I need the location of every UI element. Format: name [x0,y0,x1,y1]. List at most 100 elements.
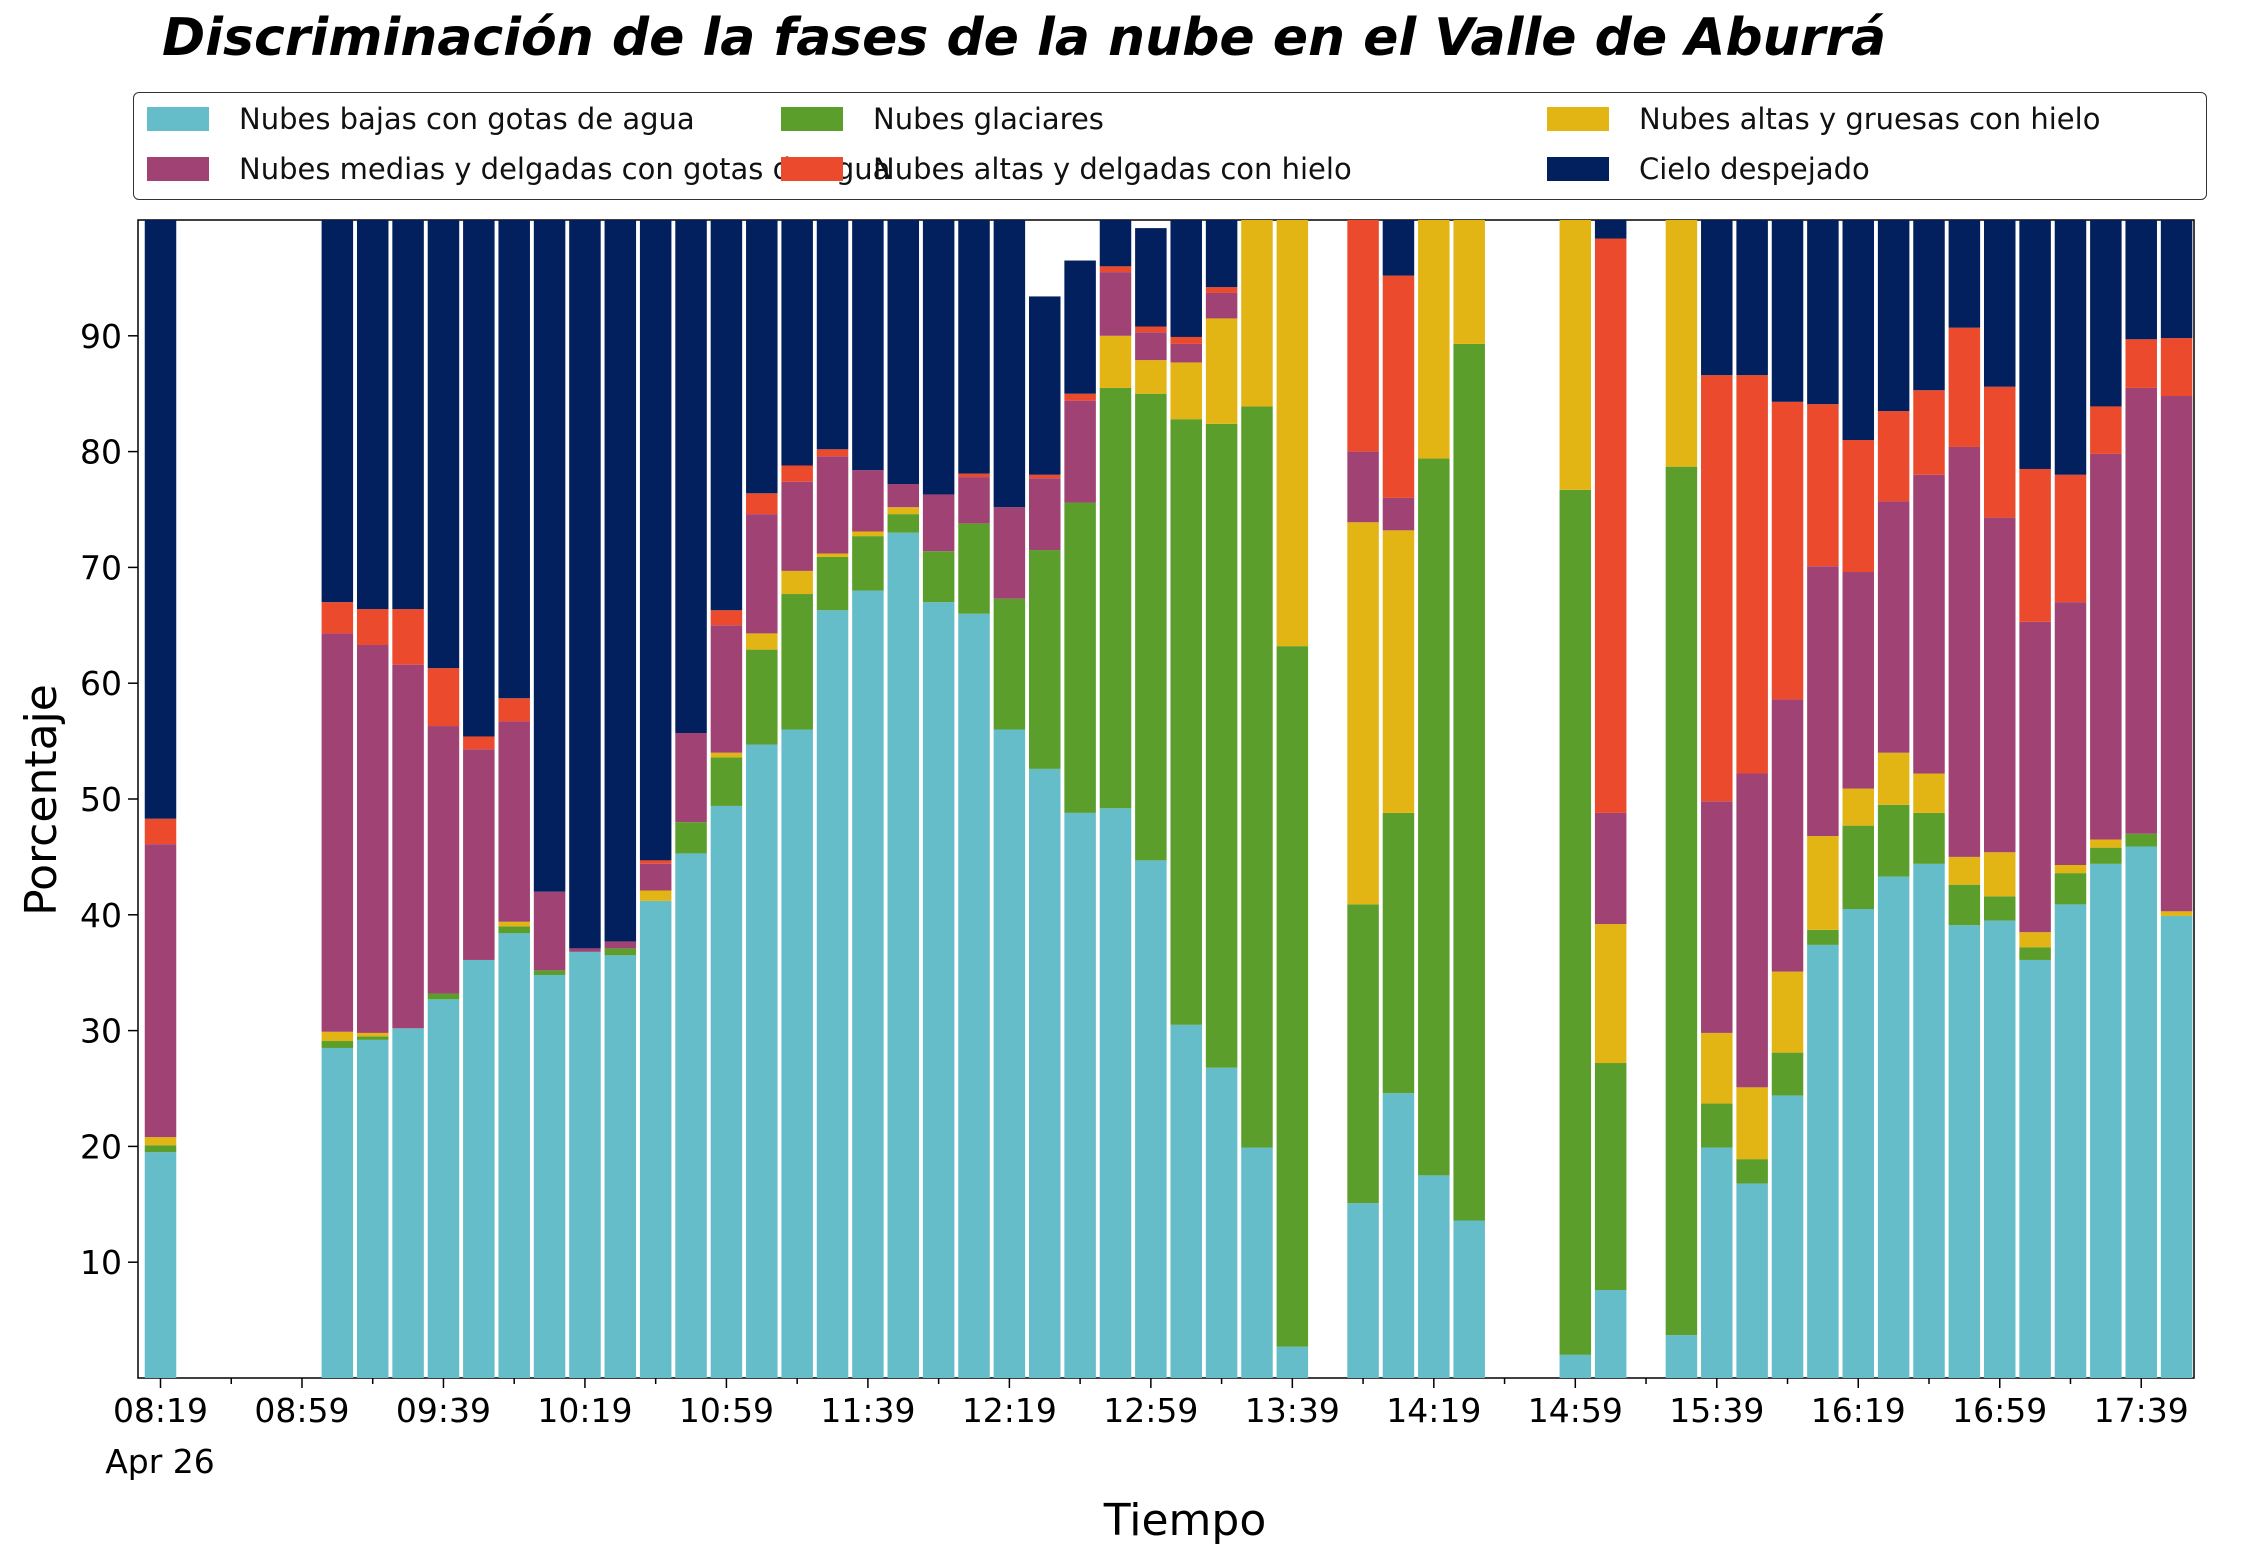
y-tick-label: 30 [80,1012,122,1051]
bar-segment-1159-series-5 [922,220,955,495]
bar-segment-1709-series-2 [2019,932,2051,948]
bar-segment-1409-series-5 [1382,220,1415,276]
bar-segment-1229-series-3 [1029,478,1061,551]
bar-segment-1409-series-0 [1382,1093,1415,1378]
bar-segment-1419-series-0 [1418,1175,1450,1378]
y-tick-label: 20 [80,1127,122,1166]
bar-segment-1559-series-3 [1771,699,1804,972]
bar-segment-1249-series-1 [1099,387,1132,809]
bar-segment-1129-series-1 [816,556,849,611]
bar-segment-1559-series-1 [1771,1052,1804,1096]
bar-segment-1659-series-0 [1983,920,2016,1378]
bar-segment-1749-series-4 [2160,338,2193,397]
bar-segment-1419-series-1 [1418,458,1450,1176]
bar-segment-0819-series-5 [144,220,177,819]
x-tick-label: 12:19 [962,1391,1057,1430]
bar-segment-1639-series-5 [1913,220,1945,391]
legend-swatch [781,107,843,131]
bar-segment-0949-series-3 [463,749,495,960]
x-tick-label: 10:19 [537,1391,632,1430]
bar-segment-0819-series-4 [144,818,177,845]
bar-segment-1649-series-4 [1948,327,1981,447]
bar-segment-1549-series-2 [1736,1087,1768,1160]
bar-segment-1059-series-4 [710,610,743,626]
x-tick-label: 12:59 [1103,1391,1198,1430]
bar-segment-1319-series-4 [1205,287,1238,293]
bar-segment-1119-series-1 [781,594,813,730]
bar-segment-1509-series-2 [1594,924,1627,1064]
bar-segment-1139-series-1 [852,536,884,591]
legend-swatch [1547,107,1609,131]
bar-segment-1139-series-2 [852,531,884,537]
bar-segment-1529-series-0 [1665,1335,1698,1378]
bar-segment-1639-series-0 [1913,863,1945,1378]
bar-segment-0939-series-5 [427,220,460,669]
y-tick-label: 50 [80,780,122,819]
bar-segment-0939-series-0 [427,999,460,1378]
bar-segment-1209-series-3 [958,477,990,524]
bar-segment-1359-series-0 [1347,1203,1379,1378]
bar-segment-0819-series-2 [144,1137,177,1146]
bar-segment-1619-series-5 [1842,220,1875,441]
bar-segment-1049-series-1 [675,822,707,854]
bar-segment-1339-series-1 [1276,646,1309,1347]
legend-label: Nubes altas y delgadas con hielo [873,152,1352,186]
x-tick-label: 11:39 [820,1391,915,1430]
bar-segment-1549-series-4 [1736,375,1768,774]
bar-segment-1539-series-2 [1701,1032,1733,1104]
bar-segment-1229-series-5 [1029,296,1061,475]
bar-segment-1019-series-5 [569,220,601,949]
bar-segment-1649-series-0 [1948,925,1981,1378]
bar-segment-0909-series-3 [321,633,354,1032]
bar-segment-1049-series-3 [675,732,707,823]
bar-segment-1239-series-5 [1064,260,1096,394]
bar-segment-1309-series-0 [1170,1024,1202,1378]
legend-label: Nubes bajas con gotas de agua [239,102,695,136]
x-tick-label: 16:19 [1811,1391,1906,1430]
bar-segment-1009-series-3 [533,891,566,971]
legend-item: Nubes altas y delgadas con hielo [781,149,1352,189]
bar-segment-1009-series-5 [533,220,566,892]
bar-segment-1159-series-0 [922,602,955,1378]
bar-segment-1539-series-1 [1701,1103,1733,1148]
bar-segment-1259-series-2 [1135,360,1167,394]
bar-segment-1429-series-2 [1453,220,1485,344]
bar-segment-0929-series-4 [392,609,424,665]
bar-segment-1149-series-0 [887,532,920,1378]
bar-segment-1549-series-1 [1736,1159,1768,1184]
legend-swatch [147,107,209,131]
bar-segment-0959-series-0 [498,933,530,1378]
x-tick-label: 16:59 [1952,1391,2047,1430]
bar-segment-1609-series-0 [1807,944,1839,1378]
x-tick-label: 15:39 [1669,1391,1764,1430]
bar-segment-1729-series-5 [2090,220,2122,407]
bar-segment-1539-series-5 [1701,220,1733,376]
bar-segment-1709-series-0 [2019,959,2051,1378]
bar-segment-1039-series-0 [639,900,672,1378]
bar-segment-1319-series-0 [1205,1067,1238,1378]
bar-segment-1219-series-5 [993,220,1026,508]
bar-segment-1319-series-5 [1205,220,1238,288]
bar-segment-1739-series-0 [2125,846,2157,1378]
bar-segment-0919-series-0 [356,1039,389,1378]
bar-segment-1219-series-3 [993,507,1026,599]
legend-item: Nubes bajas con gotas de agua [147,99,695,139]
bar-segment-1109-series-0 [746,744,778,1378]
bar-segment-1429-series-1 [1453,343,1485,1221]
x-axis: 08:19 08:59 09:39 10:19 10:59 11:39 12:19 12:59… [113,1378,2189,1430]
bar-segment-1559-series-4 [1771,401,1804,700]
bar-segment-1119-series-3 [781,481,813,571]
bar-segment-1009-series-0 [533,975,566,1378]
bar-segment-1259-series-5 [1135,228,1167,327]
bar-segment-1539-series-3 [1701,801,1733,1033]
bar-segment-1259-series-4 [1135,326,1167,333]
bar-segment-1359-series-3 [1347,451,1379,523]
bar-segment-1359-series-2 [1347,522,1379,905]
bar-segment-1709-series-3 [2019,621,2051,933]
bar-segment-1629-series-3 [1877,501,1910,753]
bar-segment-1059-series-0 [710,805,743,1378]
bar-segment-1729-series-2 [2090,839,2122,848]
bar-segment-1329-series-0 [1241,1147,1273,1378]
bar-segment-1129-series-5 [816,220,849,450]
